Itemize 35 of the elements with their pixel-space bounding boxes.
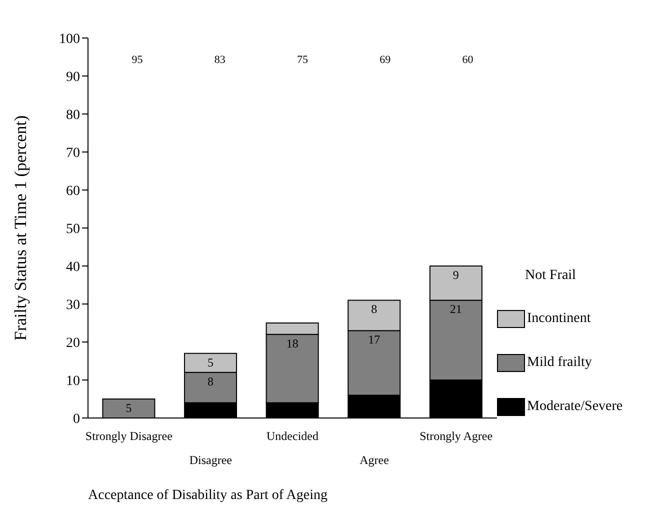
data-label: 18 [286,336,298,350]
data-label: 5 [208,355,214,370]
y-tick-label: 70 [66,146,80,161]
x-axis-title: Acceptance of Disability as Part of Ageing [88,488,328,504]
y-tick-label: 90 [66,70,80,85]
y-tick-label: 30 [66,298,80,313]
data-label: 8 [371,302,378,316]
annotation: 75 [296,54,309,66]
data-label: 17 [368,332,380,347]
x-tick-label: Undecided [266,429,318,443]
legend-label: Incontinent [527,311,591,327]
y-tick-label: 10 [66,374,80,389]
data-label: 9 [452,268,459,282]
data-label: 5 [126,401,132,415]
annotation: 95 [130,54,144,66]
y-tick-label: 60 [66,184,80,199]
annotation: 60 [461,54,474,66]
legend-label: Moderate/Severe [527,399,623,415]
legend-label: Mild frailty [527,355,592,371]
y-tick-label: 100 [59,32,80,47]
text: Not Frail [524,268,577,284]
y-tick-label: 50 [66,222,80,237]
y-tick-label: 20 [66,336,80,351]
x-tick-label: Disagree [189,453,232,467]
y-tick-label: 0 [73,412,80,427]
annotation: 69 [378,54,392,66]
y-tick-label: 40 [66,260,80,275]
x-tick-label: Strongly Agree [420,429,493,443]
x-tick-label: Strongly Disagree [85,429,172,443]
x-tick-label: Agree [360,453,389,467]
annotation: 83 [213,54,226,66]
data-label: 21 [450,302,462,316]
data-label: 8 [208,374,214,388]
y-tick-label: 80 [66,108,80,123]
y-axis-title: Frailty Status at Time 1 (percent) [11,115,30,341]
